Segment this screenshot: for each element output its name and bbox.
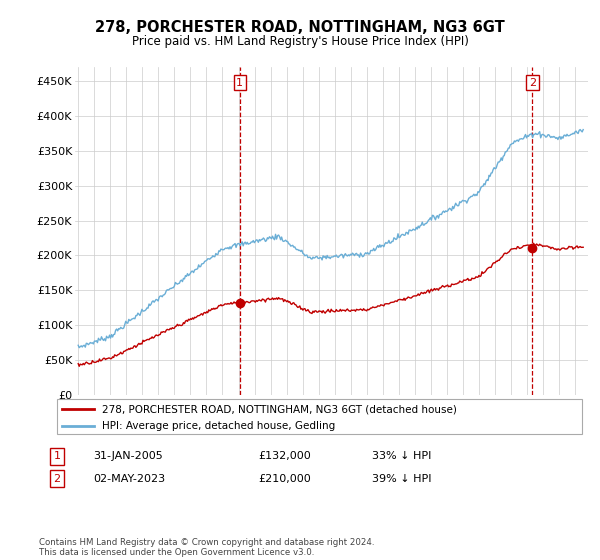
Text: 1: 1 [53, 451, 61, 461]
Text: 2: 2 [529, 77, 536, 87]
Text: 02-MAY-2023: 02-MAY-2023 [93, 474, 165, 484]
Text: Price paid vs. HM Land Registry's House Price Index (HPI): Price paid vs. HM Land Registry's House … [131, 35, 469, 48]
Text: 1: 1 [236, 77, 244, 87]
Text: £132,000: £132,000 [258, 451, 311, 461]
FancyBboxPatch shape [57, 399, 582, 434]
Text: 39% ↓ HPI: 39% ↓ HPI [372, 474, 431, 484]
Text: 278, PORCHESTER ROAD, NOTTINGHAM, NG3 6GT (detached house): 278, PORCHESTER ROAD, NOTTINGHAM, NG3 6G… [101, 404, 457, 414]
Text: 278, PORCHESTER ROAD, NOTTINGHAM, NG3 6GT: 278, PORCHESTER ROAD, NOTTINGHAM, NG3 6G… [95, 20, 505, 35]
Text: HPI: Average price, detached house, Gedling: HPI: Average price, detached house, Gedl… [101, 421, 335, 431]
Text: 31-JAN-2005: 31-JAN-2005 [93, 451, 163, 461]
Text: 2: 2 [53, 474, 61, 484]
Text: 33% ↓ HPI: 33% ↓ HPI [372, 451, 431, 461]
Text: £210,000: £210,000 [258, 474, 311, 484]
Text: Contains HM Land Registry data © Crown copyright and database right 2024.
This d: Contains HM Land Registry data © Crown c… [39, 538, 374, 557]
